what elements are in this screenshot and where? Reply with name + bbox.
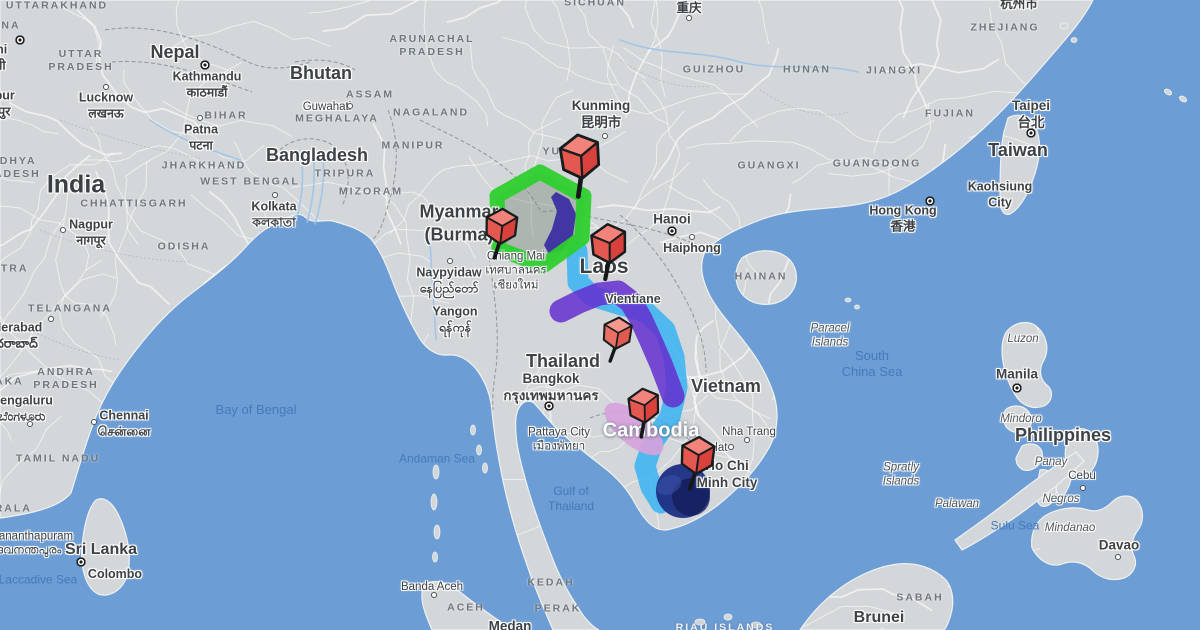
rivers <box>149 39 859 341</box>
blob-pink[interactable] <box>596 394 672 465</box>
blob-navy-light[interactable] <box>653 471 684 498</box>
indigo-crescent-overlay[interactable] <box>544 192 576 254</box>
route-purple[interactable] <box>549 280 685 408</box>
blob-navy-dark[interactable] <box>672 478 710 516</box>
annotation-overlays <box>489 164 710 518</box>
hexagon-overlay[interactable] <box>489 164 592 274</box>
